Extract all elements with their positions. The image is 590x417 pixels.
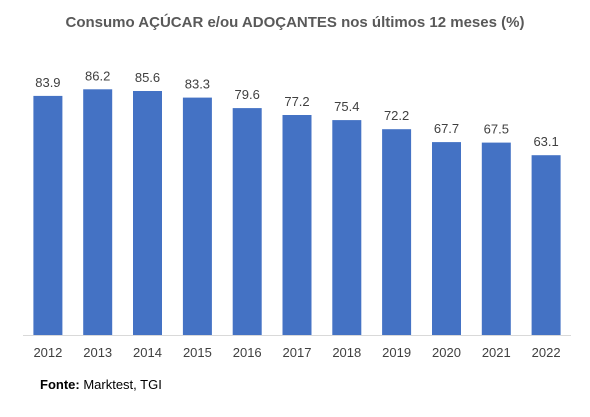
x-tick-label-2019: 2019 xyxy=(382,345,411,360)
x-tick-label-2012: 2012 xyxy=(33,345,62,360)
x-tick-label-2021: 2021 xyxy=(482,345,511,360)
bar-2017 xyxy=(282,115,312,335)
data-label-2022: 63.1 xyxy=(533,134,558,149)
data-label-2020: 67.7 xyxy=(434,121,459,136)
bar-2013 xyxy=(83,89,113,335)
data-label-2013: 86.2 xyxy=(85,68,110,83)
x-tick-label-2015: 2015 xyxy=(183,345,212,360)
bar-2021 xyxy=(481,142,511,335)
bar-2022 xyxy=(531,155,561,335)
bar-2015 xyxy=(182,97,212,335)
data-label-2015: 83.3 xyxy=(185,77,210,92)
bar-2018 xyxy=(332,120,362,335)
x-tick-label-2022: 2022 xyxy=(532,345,561,360)
x-tick-label-2018: 2018 xyxy=(332,345,361,360)
data-label-2016: 79.6 xyxy=(235,87,260,102)
source-text: Marktest, TGI xyxy=(79,377,162,392)
chart-title: Consumo AÇÚCAR e/ou ADOÇANTES nos último… xyxy=(65,14,525,31)
source-label: Fonte: xyxy=(40,377,80,392)
data-label-2012: 83.9 xyxy=(35,75,60,90)
bar-2014 xyxy=(133,91,162,335)
bar-2012 xyxy=(33,95,63,336)
data-label-2018: 75.4 xyxy=(334,99,359,114)
x-tick-label-2013: 2013 xyxy=(83,345,112,360)
data-label-2019: 72.2 xyxy=(384,108,409,123)
x-tick-label-2014: 2014 xyxy=(133,345,162,360)
bar-2016 xyxy=(232,108,262,335)
bar-2019 xyxy=(382,129,412,335)
bar-chart: 83.9 2012 86.2 2013 85.6 2014 83.3 2015 79.6 2016… xyxy=(23,68,571,360)
source-note: Fonte: Marktest, TGI xyxy=(40,377,162,392)
bar-2020 xyxy=(432,142,461,335)
x-tick-label-2016: 2016 xyxy=(233,345,262,360)
data-label-2014: 85.6 xyxy=(135,70,160,85)
x-tick-label-2020: 2020 xyxy=(432,345,461,360)
x-tick-label-2017: 2017 xyxy=(283,345,312,360)
data-label-2021: 67.5 xyxy=(484,122,509,137)
data-label-2017: 77.2 xyxy=(284,94,309,109)
